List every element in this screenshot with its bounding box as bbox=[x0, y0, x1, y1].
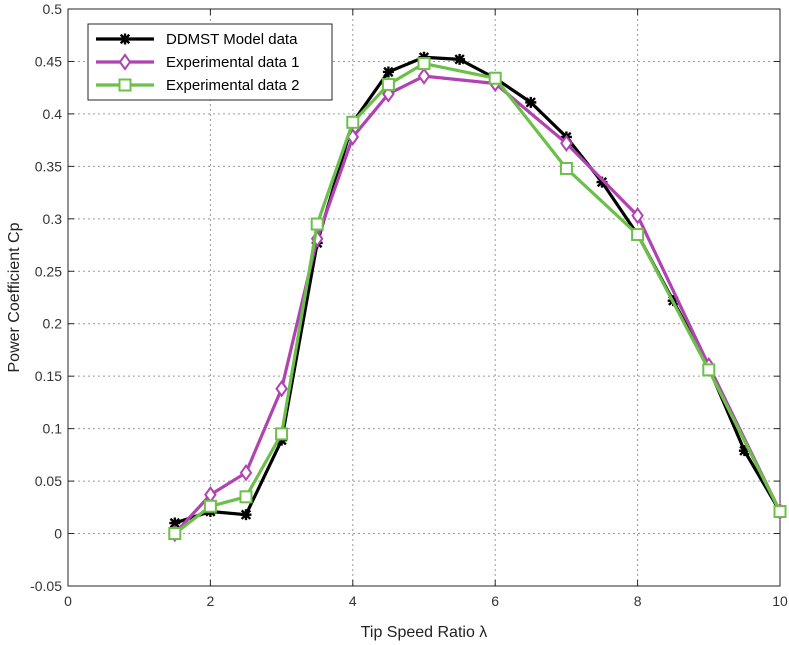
series-line-experimental-data-2 bbox=[173, 61, 782, 535]
legend-entry: Experimental data 2 bbox=[96, 77, 299, 94]
legend-entry: Experimental data 1 bbox=[96, 53, 299, 71]
x-tick-label: 6 bbox=[491, 593, 499, 609]
y-tick-label: 0.1 bbox=[43, 421, 63, 437]
legend-label: Experimental data 2 bbox=[166, 77, 299, 94]
x-tick-label: 0 bbox=[64, 593, 72, 609]
legend-label: DDMST Model data bbox=[166, 31, 298, 48]
x-tick-label: 4 bbox=[349, 593, 357, 609]
y-tick-label: 0.2 bbox=[43, 316, 63, 332]
data-point-experimental-data-2 bbox=[239, 490, 253, 504]
y-tick-label: 0.25 bbox=[35, 263, 62, 279]
series-ddmst-model-data bbox=[169, 51, 786, 529]
x-tick-label: 8 bbox=[634, 593, 642, 609]
x-tick-label: 2 bbox=[207, 593, 215, 609]
y-axis-title: Power Coefficient Cp bbox=[6, 222, 23, 372]
legend-marker bbox=[118, 53, 132, 71]
data-point-experimental-data-2 bbox=[310, 217, 324, 231]
data-point-experimental-data-2 bbox=[381, 78, 395, 92]
data-series bbox=[168, 51, 787, 543]
x-tick-label: 10 bbox=[772, 593, 788, 609]
data-point-ddmst-model-data bbox=[525, 96, 537, 108]
series-experimental-data-2 bbox=[168, 57, 787, 541]
y-tick-label: 0.3 bbox=[43, 211, 63, 227]
data-point-experimental-data-1 bbox=[239, 463, 253, 482]
axis-ticks: 0 2 4 6 8 10-0.0500.050.10.150.20.250.30.350.… bbox=[30, 1, 788, 609]
plot-area bbox=[67, 8, 781, 587]
data-point-experimental-data-2 bbox=[702, 363, 716, 377]
y-tick-label: 0.45 bbox=[35, 53, 62, 69]
data-point-ddmst-model-data bbox=[382, 66, 394, 78]
data-point-experimental-data-2 bbox=[203, 499, 217, 513]
data-point-experimental-data-2 bbox=[773, 505, 787, 519]
y-tick-label: 0.15 bbox=[35, 368, 62, 384]
data-point-experimental-data-1 bbox=[275, 380, 288, 398]
y-tick-label: 0.4 bbox=[43, 106, 63, 122]
data-point-ddmst-model-data bbox=[240, 509, 252, 521]
y-tick-label: -0.05 bbox=[30, 578, 62, 594]
y-tick-label: 0 bbox=[54, 526, 62, 542]
legend-marker bbox=[119, 33, 131, 45]
data-point-experimental-data-1 bbox=[560, 134, 573, 152]
data-point-experimental-data-2 bbox=[168, 527, 182, 541]
data-point-experimental-data-2 bbox=[417, 57, 431, 71]
data-point-experimental-data-2 bbox=[488, 71, 502, 85]
data-point-ddmst-model-data bbox=[169, 517, 181, 529]
data-point-ddmst-model-data bbox=[596, 176, 608, 188]
data-point-experimental-data-1 bbox=[631, 206, 644, 225]
data-point-experimental-data-2 bbox=[275, 427, 289, 441]
data-point-ddmst-model-data bbox=[738, 445, 750, 457]
y-tick-label: 0.35 bbox=[35, 158, 62, 174]
data-point-ddmst-model-data bbox=[454, 53, 466, 65]
y-tick-label: 0.05 bbox=[35, 473, 62, 489]
data-point-experimental-data-1 bbox=[417, 67, 431, 85]
legend-entry: DDMST Model data bbox=[96, 31, 298, 48]
legend-label: Experimental data 1 bbox=[166, 54, 299, 71]
data-point-experimental-data-2 bbox=[559, 161, 573, 175]
legend-marker bbox=[118, 78, 132, 92]
series-line-ddmst-model-data bbox=[174, 55, 782, 525]
legend: DDMST Model data Experimental data 1 Exper… bbox=[87, 23, 333, 101]
data-point-experimental-data-2 bbox=[631, 228, 645, 242]
y-tick-label: 0.5 bbox=[43, 1, 63, 17]
x-axis-title: Tip Speed Ratio λ bbox=[361, 624, 488, 641]
data-point-experimental-data-2 bbox=[346, 115, 360, 129]
